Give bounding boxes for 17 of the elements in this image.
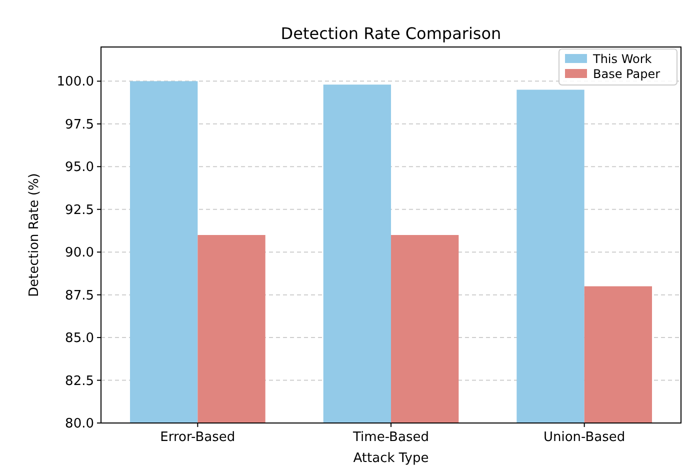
y-tick-label: 82.5 (65, 374, 94, 389)
y-tick-label: 92.5 (65, 202, 94, 218)
legend-label: This Work (592, 52, 652, 66)
x-axis-title: Attack Type (353, 451, 429, 466)
y-tick-label: 85.0 (65, 331, 94, 346)
y-tick-label: 97.5 (65, 117, 94, 132)
x-tick-label: Union-Based (543, 430, 626, 445)
x-tick-label: Error-Based (160, 430, 236, 445)
y-tick-label: 95.0 (65, 160, 94, 176)
x-tick-label: Time-Based (352, 430, 429, 445)
y-tick-label: 87.5 (65, 288, 94, 304)
chart-title: Detection Rate Comparison (280, 24, 502, 43)
y-tick-label: 100.0 (56, 74, 94, 90)
y-axis-title: Detection Rate (%) (27, 173, 42, 297)
y-tick-label: 80.0 (65, 416, 94, 432)
legend-label: Base Paper (593, 67, 660, 82)
y-tick-label: 90.0 (65, 246, 94, 261)
